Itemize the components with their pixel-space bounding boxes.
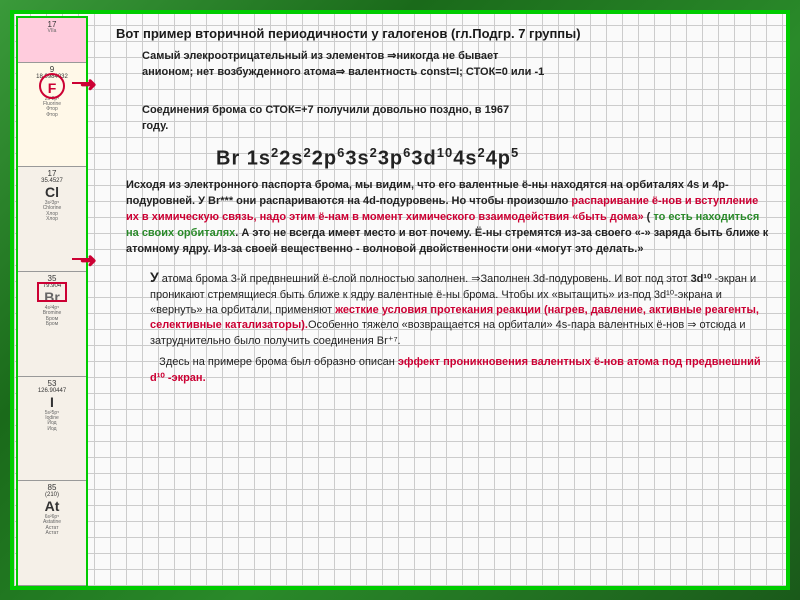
paragraph-effect: Здесь на примере брома был образно описа… — [150, 355, 772, 386]
decorative-frame: 17 VIIа 9 18.9984032 F 2s²2p⁵ Fluorine Ф… — [0, 0, 800, 600]
element-Br: 35 79.904 Br 4s²4p⁵ Bromine Бром Бром — [18, 272, 86, 377]
element-At: 85 (210) At 6s²6p⁵ Astatine Астат Астат — [18, 481, 86, 586]
arrow-right-icon: ➜ — [80, 248, 97, 273]
paragraph-screen: У атома брома 3-й предвнешний ё-слой пол… — [150, 268, 772, 349]
element-Cl: 17 35.4527 Cl 3s²3p⁵ Chlorine Хлор Хлор — [18, 167, 86, 272]
slide-title: Вот пример вторичной периодичности у гал… — [116, 26, 772, 41]
paragraph-passport: Исходя из электронного паспорта брома, м… — [126, 178, 772, 258]
paragraph-bromine-intro: Соединения брома со СТОК=+7 получили дов… — [142, 103, 772, 135]
group-header: 17 VIIа — [18, 18, 86, 63]
group-sub: VIIа — [19, 29, 85, 35]
highlight-circle-icon — [39, 73, 65, 99]
electron-config-formula: Br 1s22s22p63s23p63d104s24p5 — [216, 145, 772, 171]
arrow-right-icon: ➜ — [80, 72, 97, 97]
main-content: ➜ ➜ Вот пример вторичной периодичности у… — [90, 14, 786, 586]
highlight-box-icon — [37, 282, 67, 302]
element-I: 53 126.90447 I 5s²5p⁵ Iodine Йод Иод — [18, 377, 86, 482]
paragraph-fluorine: Самый элекроотрицательный из элементов ⇒… — [142, 49, 772, 81]
periodic-column: 17 VIIа 9 18.9984032 F 2s²2p⁵ Fluorine Ф… — [16, 16, 88, 588]
element-F: 9 18.9984032 F 2s²2p⁵ Fluorine Фтор Фтор — [18, 63, 86, 168]
slide: 17 VIIа 9 18.9984032 F 2s²2p⁵ Fluorine Ф… — [10, 10, 790, 590]
